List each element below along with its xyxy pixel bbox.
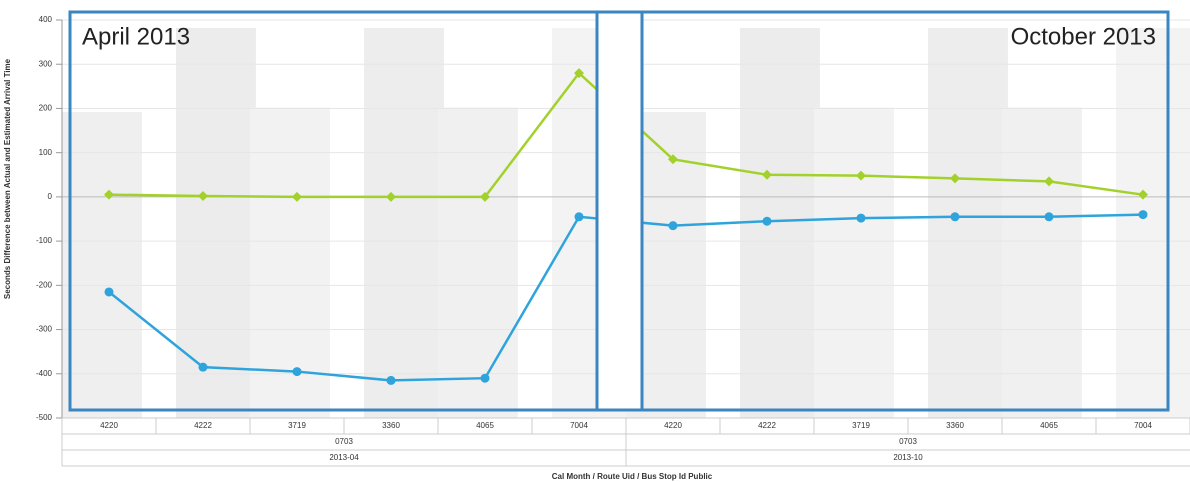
month-label: 2013-04 [329, 453, 359, 462]
point-marker [1138, 210, 1148, 220]
x-tick-label: 4220 [100, 421, 118, 430]
y-tick-label: -200 [36, 280, 53, 289]
period-label: April 2013 [82, 23, 190, 50]
point-marker [762, 169, 772, 180]
point-marker [950, 212, 960, 222]
point-marker [668, 221, 678, 231]
point-marker [386, 375, 396, 385]
point-marker [1044, 212, 1054, 222]
x-tick-label: 7004 [570, 421, 588, 430]
point-marker [668, 154, 678, 165]
period-box [640, 10, 1170, 412]
y-tick-label: -400 [36, 369, 53, 378]
point-marker [574, 68, 584, 79]
y-tick-label: 0 [48, 192, 53, 201]
y-tick-label: 100 [39, 148, 53, 157]
point-marker [574, 212, 584, 222]
route-label: 0703 [899, 437, 917, 446]
x-tick-label: 4222 [194, 421, 212, 430]
y-tick-label: -100 [36, 236, 53, 245]
band-shade [62, 111, 142, 419]
x-tick-label: 3719 [852, 421, 870, 430]
band-shade [176, 27, 256, 419]
point-marker [292, 191, 302, 202]
y-tick-label: -500 [36, 413, 53, 422]
point-marker [198, 362, 208, 372]
x-tick-label: 4220 [664, 421, 682, 430]
band-shade [250, 107, 330, 418]
band-shade [1116, 27, 1190, 419]
gap-box [595, 10, 644, 412]
point-marker [856, 170, 866, 181]
point-marker [104, 287, 114, 297]
point-marker [480, 373, 490, 383]
point-marker [198, 191, 208, 202]
point-marker [856, 213, 866, 223]
y-tick-label: -300 [36, 325, 53, 334]
y-axis-label: Seconds Difference between Actual and Es… [3, 58, 12, 299]
point-marker [1138, 189, 1148, 200]
month-label: 2013-10 [893, 453, 923, 462]
point-marker [762, 216, 772, 226]
band-shade [364, 27, 444, 419]
band-shade [814, 107, 894, 418]
band-shade [928, 27, 1008, 419]
y-tick-label: 300 [39, 59, 53, 68]
point-marker [104, 189, 114, 200]
x-tick-label: 4222 [758, 421, 776, 430]
point-marker [480, 191, 490, 202]
y-tick-label: 200 [39, 104, 53, 113]
point-marker [950, 173, 960, 184]
x-tick-label: 4065 [476, 421, 494, 430]
band-shade [1002, 107, 1082, 418]
x-tick-label: 3360 [382, 421, 400, 430]
point-marker [292, 367, 302, 377]
period-box [68, 10, 599, 412]
period-label: October 2013 [1011, 23, 1156, 50]
x-tick-label: 3719 [288, 421, 306, 430]
point-marker [386, 191, 396, 202]
x-tick-label: 3360 [946, 421, 964, 430]
x-axis-label: Cal Month / Route Uid / Bus Stop Id Publ… [552, 472, 713, 481]
point-marker [1044, 176, 1054, 187]
x-tick-label: 7004 [1134, 421, 1152, 430]
band-shade [438, 107, 518, 418]
y-tick-label: 400 [39, 15, 53, 24]
x-tick-label: 4065 [1040, 421, 1058, 430]
route-label: 0703 [335, 437, 353, 446]
